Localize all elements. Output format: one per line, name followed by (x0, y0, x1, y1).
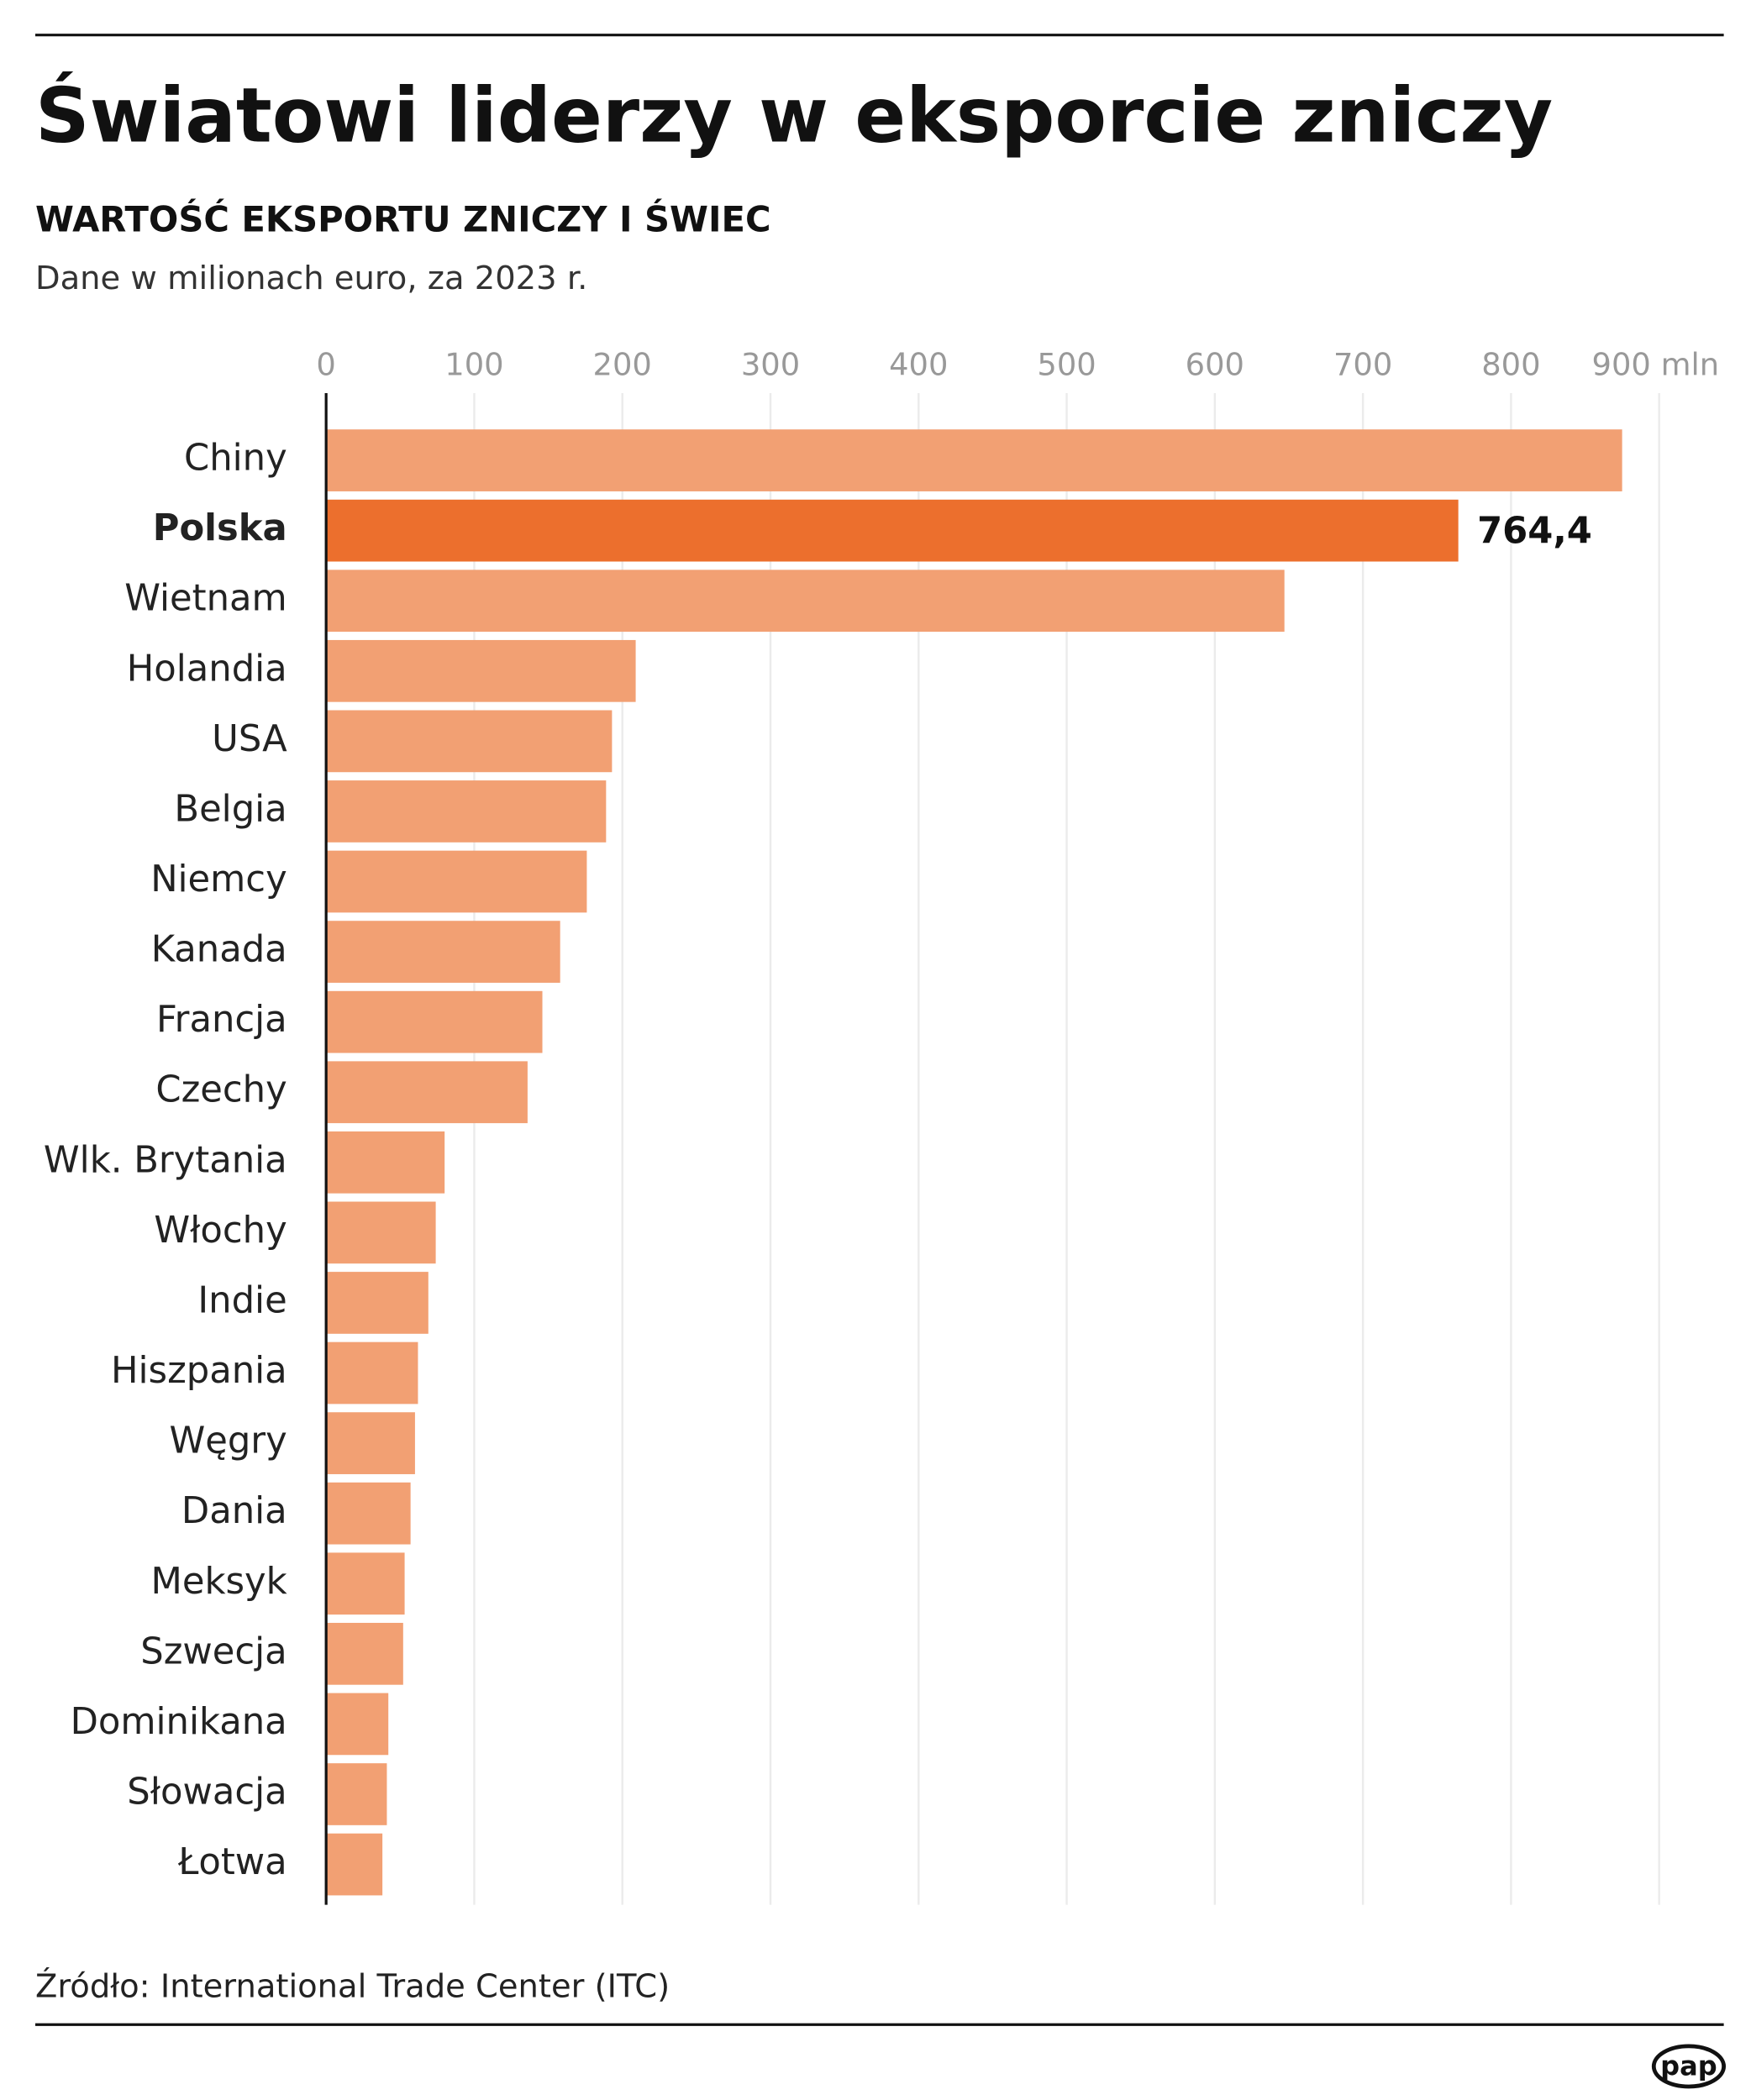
bar (326, 1412, 415, 1474)
chart-subtitle: WARTOŚĆ EKSPORTU ZNICZY I ŚWIEC (35, 198, 771, 239)
bar (326, 499, 1459, 562)
x-tick-label: 800 (1481, 346, 1540, 382)
x-tick-label: 600 (1186, 346, 1244, 382)
bar (326, 921, 560, 983)
source: Źródło: International Trade Center (ITC) (35, 1966, 670, 2005)
y-tick-label: Węgry (169, 1420, 287, 1462)
bar (326, 639, 636, 702)
bar (326, 1482, 411, 1545)
y-tick-label: Belgia (174, 788, 287, 830)
bar (326, 1201, 436, 1264)
logo: pap (1660, 2050, 1717, 2082)
bar (326, 1693, 389, 1756)
x-tick-label: 200 (593, 346, 652, 382)
bar (326, 1763, 387, 1825)
bar (326, 1272, 429, 1334)
y-tick-label: Meksyk (151, 1561, 287, 1603)
x-tick-label: 500 (1037, 346, 1096, 382)
y-tick-label: USA (212, 718, 287, 760)
bar (326, 990, 543, 1053)
logo-frame (1651, 2044, 1727, 2089)
bar (326, 1131, 445, 1194)
value-label: 764,4 (1477, 510, 1592, 552)
y-tick-label: Włochy (154, 1210, 287, 1252)
x-tick-label: 400 (889, 346, 948, 382)
y-tick-label: Chiny (184, 438, 287, 480)
bar (326, 780, 607, 843)
y-tick-label: Wietnam (124, 578, 287, 620)
x-tick-label: 700 (1333, 346, 1392, 382)
bar (326, 1552, 405, 1615)
y-tick-label: Dominikana (71, 1701, 287, 1743)
x-tick-label: 300 (741, 346, 800, 382)
x-tick-label: 900 mln (1592, 346, 1720, 382)
bar (326, 1833, 383, 1896)
chart-note: Dane w milionach euro, za 2023 r. (35, 260, 587, 297)
bar (326, 429, 1622, 491)
y-tick-label: Hiszpania (111, 1350, 287, 1392)
y-tick-label: Dania (181, 1490, 287, 1532)
bar (326, 1061, 528, 1124)
y-tick-label: Łotwa (177, 1841, 287, 1883)
y-tick-label: Indie (197, 1279, 287, 1321)
y-tick-label: Holandia (127, 648, 287, 690)
bar (326, 1341, 418, 1404)
y-tick-label: Szwecja (140, 1630, 287, 1672)
y-tick-label: Niemcy (150, 858, 287, 900)
bar (326, 570, 1285, 633)
y-tick-label: Słowacja (127, 1771, 287, 1813)
x-tick-label: 0 (316, 346, 335, 382)
bar (326, 710, 613, 773)
y-tick-label: Francja (156, 999, 287, 1041)
bar (326, 850, 587, 913)
x-tick-label: 100 (444, 346, 503, 382)
y-tick-label: Czechy (155, 1069, 287, 1111)
chart-title: Światowi liderzy w eksporcie zniczy (35, 72, 1553, 160)
bar (326, 1622, 403, 1685)
y-tick-label: Kanada (151, 929, 287, 971)
y-tick-label: Polska (153, 507, 287, 549)
y-tick-label: Wlk. Brytania (44, 1139, 287, 1181)
